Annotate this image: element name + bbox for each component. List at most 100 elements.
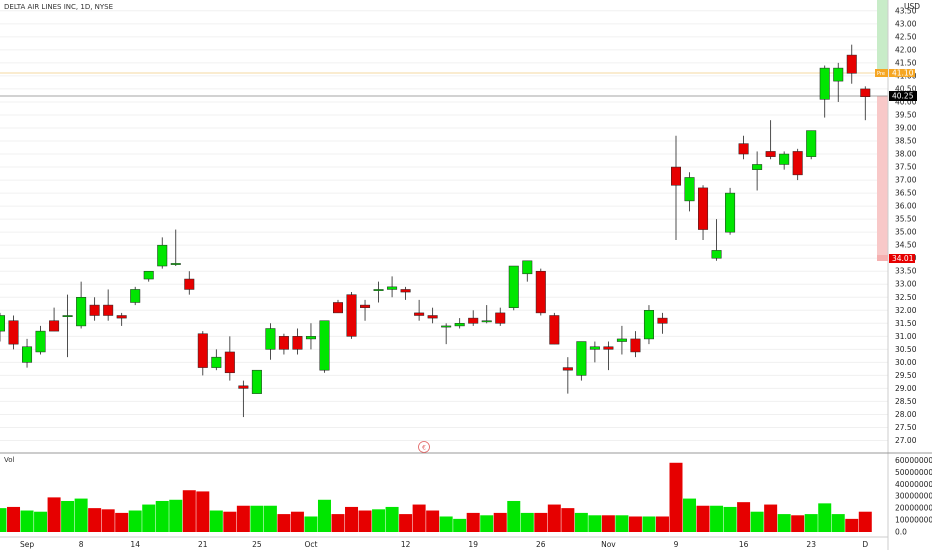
volume-bar (399, 514, 413, 532)
volume-bar (493, 512, 507, 532)
volume-bar (47, 497, 61, 532)
currency-badge[interactable]: € (418, 441, 430, 453)
candles (0, 44, 871, 418)
time-tick-label: Sep (20, 540, 34, 549)
candle-body (76, 297, 87, 327)
time-tick-label: 23 (806, 540, 816, 549)
volume-bar (277, 514, 291, 532)
candle-body (833, 67, 844, 82)
candle (224, 336, 235, 381)
volume-bar (791, 515, 805, 532)
price-tick-label: 41.50 (895, 58, 917, 67)
candle (333, 299, 343, 314)
price-tick-label: 28.00 (895, 410, 917, 419)
volume-bar (547, 504, 561, 532)
candle (346, 292, 357, 339)
candle (319, 320, 330, 373)
candle (0, 312, 5, 342)
candle (792, 148, 803, 181)
price-tick-label: 36.50 (895, 189, 917, 198)
candle-body (738, 143, 749, 155)
candle (562, 357, 573, 394)
candle (400, 286, 411, 300)
candle-body (211, 356, 222, 368)
price-tick-label: 42.00 (895, 45, 917, 54)
volume-tick-label: 0.0 (895, 528, 907, 537)
candle (238, 380, 249, 418)
candle-body (319, 320, 330, 371)
euro-sign-icon[interactable] (418, 441, 430, 453)
candle (116, 312, 127, 326)
volume-bar (453, 518, 467, 532)
candle (481, 305, 492, 324)
volume-bar (385, 506, 399, 532)
candle-body (603, 346, 614, 350)
volume-bar (128, 510, 142, 532)
price-tick-label: 39.50 (895, 110, 917, 119)
candle-body (373, 289, 384, 291)
price-tick-label: 39.00 (895, 123, 917, 132)
candle-body (265, 328, 276, 350)
volume-bar (115, 512, 129, 532)
candle (643, 305, 654, 345)
candle-body (589, 346, 600, 350)
chart-title: DELTA AIR LINES INC, 1D, NYSE (4, 3, 113, 11)
candle-body (116, 315, 127, 319)
svg-text:€: € (422, 445, 426, 452)
candle (170, 229, 181, 267)
volume-bar (588, 515, 602, 532)
candle-body (0, 315, 5, 332)
candle (414, 299, 425, 321)
volume-bar (88, 508, 102, 532)
volume-bar (0, 508, 7, 532)
candle (441, 323, 452, 345)
candle-body (860, 88, 871, 97)
candle (265, 323, 276, 360)
candle-body (8, 320, 19, 345)
candle-body (387, 286, 398, 290)
candle (373, 281, 384, 303)
candle (495, 307, 506, 326)
candle-body (806, 130, 817, 157)
candle (671, 135, 681, 240)
volume-bar (250, 505, 264, 532)
volume-bar (345, 506, 359, 532)
candle (549, 312, 560, 345)
time-tick-label: 19 (468, 540, 478, 549)
svg-text:34.01: 34.01 (892, 254, 914, 263)
price-tick-label: 43.50 (895, 6, 917, 15)
volume-bar (615, 515, 629, 532)
candle (143, 270, 154, 282)
range-down-shade (877, 96, 888, 258)
volume-bar (439, 516, 453, 532)
volume-bar (358, 510, 372, 532)
range-up-shade (877, 0, 888, 72)
candle-body (535, 270, 546, 314)
time-tick-label: 14 (130, 540, 140, 549)
candle-body (522, 260, 533, 275)
time-tick-label: 26 (536, 540, 546, 549)
candle (819, 65, 830, 118)
candle-body (414, 312, 425, 316)
candle (49, 307, 60, 332)
volume-bar (831, 514, 845, 532)
svg-text:41.10: 41.10 (892, 69, 914, 78)
candle-body (765, 151, 776, 157)
candle (684, 172, 695, 212)
candle-body (549, 315, 560, 345)
candle (197, 331, 208, 376)
time-tick-label: 16 (739, 540, 749, 549)
time-tick-label: 9 (674, 540, 679, 549)
candle (251, 369, 262, 394)
price-tick-label: 27.00 (895, 436, 917, 445)
price-tick-label: 38.50 (895, 137, 917, 146)
candle-body (819, 67, 830, 100)
candle (765, 120, 776, 160)
volume-bars (0, 462, 872, 532)
candle-body (89, 304, 100, 316)
candle-body (481, 320, 492, 323)
volume-bar (223, 511, 237, 532)
candle (603, 341, 614, 371)
candle-body (197, 333, 208, 368)
